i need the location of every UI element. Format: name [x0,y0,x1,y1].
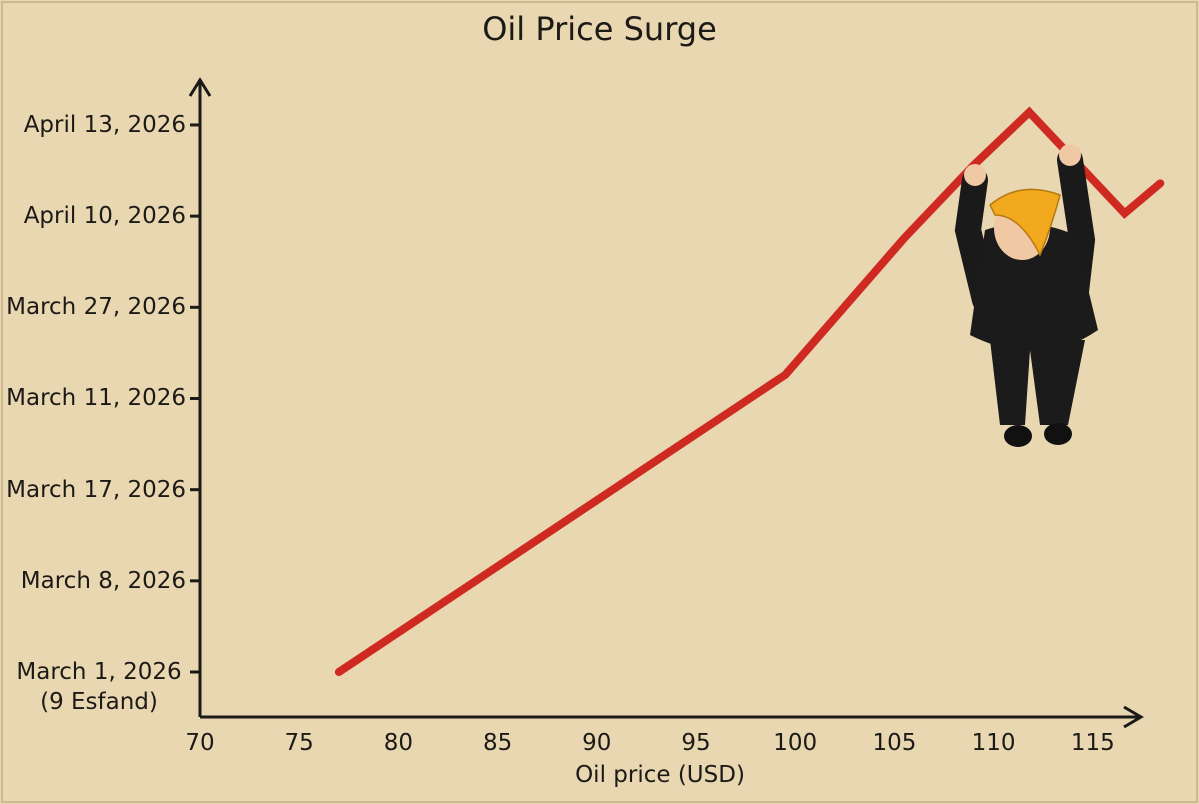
x-tick-label: 90 [582,730,612,756]
x-tick-label: 70 [185,730,215,756]
y-tick-label: March 27, 2026 [6,294,186,321]
x-tick-label: 105 [872,730,917,756]
x-tick-label: 115 [1070,730,1115,756]
x-tick-label: 110 [971,730,1016,756]
y-tick-label: April 13, 2026 [23,111,186,138]
y-tick-label: March 1, 2026 (9 Esfand) [16,659,182,715]
x-tick-label: 95 [681,730,711,756]
y-tick-label: April 10, 2026 [23,203,186,230]
x-tick-label: 85 [482,730,513,756]
y-tick-label: March 17, 2026 [6,476,186,503]
y-tick-label: March 8, 2026 [20,567,186,594]
x-tick-label: 100 [773,730,818,756]
x-axis-arrow [1123,705,1144,729]
y-tick-label: March 11, 2026 [6,385,186,412]
y-axis-arrow [188,77,212,97]
x-tick-label: 80 [383,730,414,756]
x-tick-label: 75 [284,730,314,756]
cartoon-figure [954,144,1098,447]
x-axis-label: Oil price (USD) [575,762,745,788]
chart-title: Oil Price Surge [482,10,717,48]
